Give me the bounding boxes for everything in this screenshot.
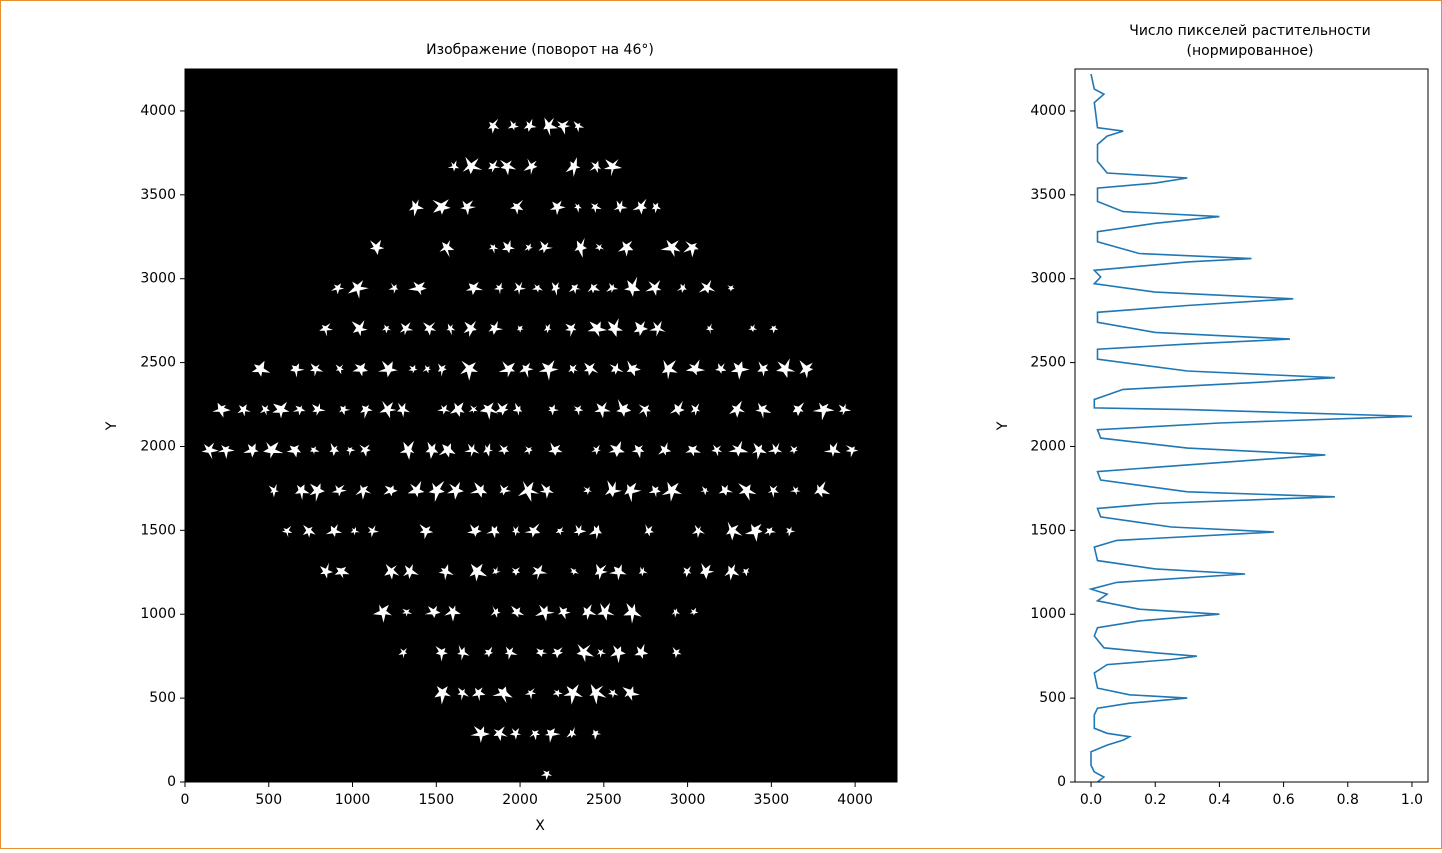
y-tick-label: 3500: [1030, 187, 1066, 203]
x-axis-label: X: [535, 818, 545, 834]
x-tick-label: 500: [255, 792, 282, 808]
y-tick-label: 1000: [1030, 606, 1066, 622]
x-tick-label: 0.4: [1208, 792, 1230, 808]
y-tick-label: 3500: [140, 187, 176, 203]
x-tick-label: 0.0: [1080, 792, 1102, 808]
y-tick-label: 2000: [140, 438, 176, 454]
x-tick-label: 0: [181, 792, 190, 808]
x-tick-label: 2500: [586, 792, 622, 808]
image-background: [185, 69, 897, 782]
y-tick-label: 2000: [1030, 438, 1066, 454]
x-tick-label: 1500: [418, 792, 454, 808]
y-tick-label: 3000: [1030, 271, 1066, 287]
y-tick-label: 4000: [1030, 103, 1066, 119]
y-tick-label: 2500: [1030, 355, 1066, 371]
y-tick-label: 500: [1039, 690, 1066, 706]
y-axis-label: Y: [995, 421, 1011, 431]
figure: Изображение (поворот на 46°) X Y Число п…: [0, 0, 1442, 849]
y-tick-label: 4000: [140, 103, 176, 119]
y-axis-label: Y: [104, 421, 120, 431]
y-tick-label: 3000: [140, 271, 176, 287]
chart-title: Число пикселей растительности: [1129, 23, 1371, 39]
x-tick-label: 2000: [502, 792, 538, 808]
chart-title: (нормированное): [1187, 43, 1314, 59]
x-tick-label: 0.6: [1272, 792, 1294, 808]
y-tick-label: 1000: [140, 606, 176, 622]
x-tick-label: 3000: [670, 792, 706, 808]
chart-title: Изображение (поворот на 46°): [426, 42, 654, 58]
y-tick-label: 0: [167, 774, 176, 790]
y-tick-label: 1500: [140, 522, 176, 538]
x-tick-label: 0.2: [1144, 792, 1166, 808]
y-tick-label: 1500: [1030, 522, 1066, 538]
y-tick-label: 2500: [140, 355, 176, 371]
x-tick-label: 4000: [837, 792, 873, 808]
x-tick-label: 0.8: [1337, 792, 1359, 808]
x-tick-label: 3500: [754, 792, 790, 808]
y-tick-label: 0: [1057, 774, 1066, 790]
x-tick-label: 1.0: [1401, 792, 1423, 808]
y-tick-label: 500: [149, 690, 176, 706]
x-tick-label: 1000: [335, 792, 371, 808]
